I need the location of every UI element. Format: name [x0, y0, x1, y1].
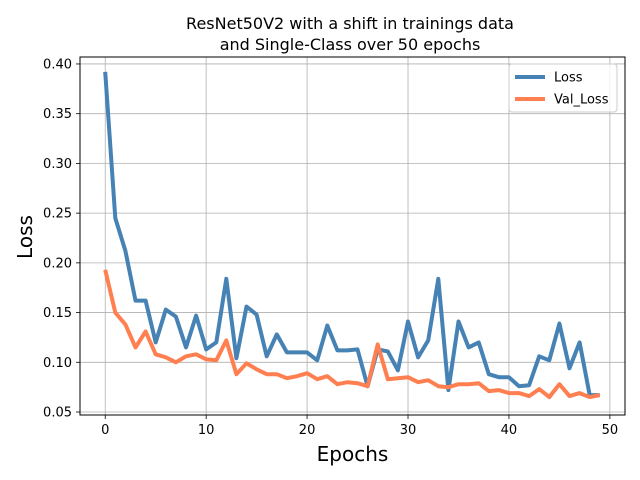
- x-axis-label: Epochs: [317, 442, 389, 466]
- chart-title-line-1: ResNet50V2 with a shift in trainings dat…: [186, 14, 514, 33]
- y-tick-label: 0.15: [43, 306, 72, 321]
- plot-frame: [79, 56, 626, 416]
- y-tick-label: 0.35: [43, 107, 72, 122]
- x-tick-label: 30: [400, 423, 417, 438]
- legend-label: Val_Loss: [554, 93, 609, 108]
- axis-ticks: 0 10 20 30 40 50 0.05 0.10 0.15 0.20 0.25 0.30 0.35 0…: [43, 57, 618, 438]
- y-tick-label: 0.20: [43, 256, 72, 271]
- y-tick-label: 0.30: [43, 157, 72, 172]
- y-tick-label: 0.40: [43, 57, 72, 72]
- y-tick-label: 0.05: [43, 406, 72, 421]
- chart-title-line-2: and Single-Class over 50 epochs: [220, 35, 481, 54]
- x-tick-label: 40: [501, 423, 518, 438]
- y-axis-label: Loss: [13, 215, 37, 259]
- y-tick-label: 0.10: [43, 356, 72, 371]
- legend-label: Loss: [554, 71, 583, 86]
- y-tick-label: 0.25: [43, 207, 72, 222]
- series-lines: [103, 71, 601, 400]
- series-line-val-loss: [103, 269, 601, 400]
- x-tick-label: 10: [198, 423, 215, 438]
- x-tick-label: 20: [299, 423, 316, 438]
- x-tick-label: 50: [602, 423, 619, 438]
- legend: Loss Val_Loss: [508, 63, 618, 113]
- x-tick-label: 0: [101, 423, 109, 438]
- series-line-loss: [103, 71, 600, 398]
